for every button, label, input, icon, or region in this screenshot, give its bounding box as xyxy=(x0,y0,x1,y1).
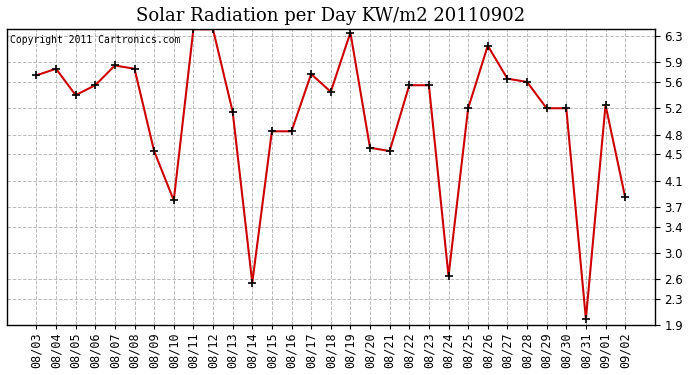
Title: Solar Radiation per Day KW/m2 20110902: Solar Radiation per Day KW/m2 20110902 xyxy=(136,7,525,25)
Text: Copyright 2011 Cartronics.com: Copyright 2011 Cartronics.com xyxy=(10,35,181,45)
